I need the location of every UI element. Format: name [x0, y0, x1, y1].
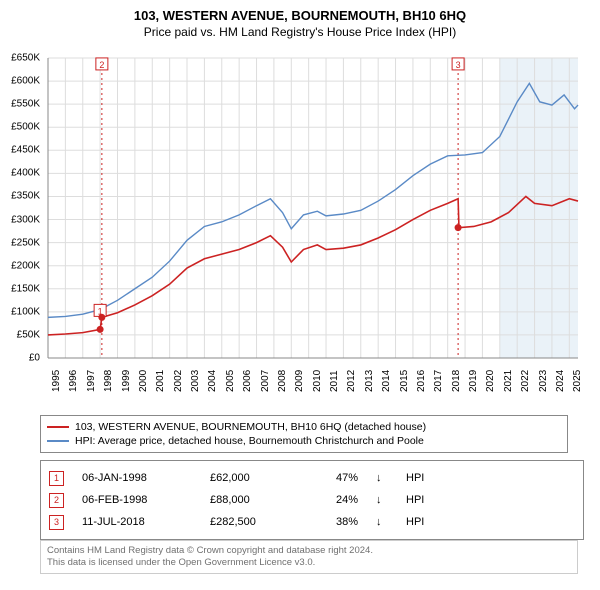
y-tick-label: £0 — [0, 353, 40, 364]
x-tick-label: 2005 — [225, 370, 236, 392]
x-tick-label: 1997 — [86, 370, 97, 392]
y-tick-label: £250K — [0, 237, 40, 248]
y-tick-label: £650K — [0, 53, 40, 64]
x-tick-label: 2010 — [312, 370, 323, 392]
event-row: 1 06-JAN-1998 £62,000 47% ↓ HPI — [49, 467, 575, 489]
down-arrow-icon: ↓ — [376, 494, 388, 506]
chart-svg: 123 — [0, 48, 600, 408]
event-pct: 47% — [318, 472, 358, 484]
y-tick-label: £500K — [0, 122, 40, 133]
legend-swatch — [47, 426, 69, 428]
x-tick-label: 2001 — [155, 370, 166, 392]
legend-row: 103, WESTERN AVENUE, BOURNEMOUTH, BH10 6… — [47, 420, 561, 434]
event-pct: 38% — [318, 516, 358, 528]
chart-area: 123 £0£50K£100K£150K£200K£250K£300K£350K… — [0, 48, 600, 408]
legend-swatch — [47, 440, 69, 442]
x-tick-label: 2025 — [572, 370, 583, 392]
svg-text:2: 2 — [99, 60, 104, 70]
event-hpi-label: HPI — [406, 472, 424, 484]
event-marker: 1 — [49, 471, 64, 486]
y-tick-label: £100K — [0, 306, 40, 317]
credits: Contains HM Land Registry data © Crown c… — [40, 540, 578, 574]
x-tick-label: 2013 — [364, 370, 375, 392]
x-tick-label: 1999 — [121, 370, 132, 392]
x-tick-label: 2016 — [416, 370, 427, 392]
event-marker: 2 — [49, 493, 64, 508]
y-tick-label: £600K — [0, 76, 40, 87]
legend: 103, WESTERN AVENUE, BOURNEMOUTH, BH10 6… — [40, 415, 568, 453]
credits-line: This data is licensed under the Open Gov… — [47, 557, 571, 569]
x-tick-label: 2020 — [485, 370, 496, 392]
x-tick-label: 2009 — [294, 370, 305, 392]
event-pct: 24% — [318, 494, 358, 506]
y-tick-label: £200K — [0, 260, 40, 271]
event-price: £62,000 — [210, 472, 300, 484]
y-tick-label: £50K — [0, 329, 40, 340]
x-tick-label: 2011 — [329, 370, 340, 392]
event-date: 06-FEB-1998 — [82, 494, 192, 506]
chart-subtitle: Price paid vs. HM Land Registry's House … — [0, 23, 600, 43]
x-tick-label: 1998 — [103, 370, 114, 392]
x-tick-label: 2014 — [381, 370, 392, 392]
svg-text:3: 3 — [456, 60, 461, 70]
credits-line: Contains HM Land Registry data © Crown c… — [47, 545, 571, 557]
event-price: £282,500 — [210, 516, 300, 528]
y-tick-label: £350K — [0, 191, 40, 202]
x-tick-label: 2017 — [433, 370, 444, 392]
y-tick-label: £150K — [0, 283, 40, 294]
x-tick-label: 2008 — [277, 370, 288, 392]
y-tick-label: £400K — [0, 168, 40, 179]
legend-row: HPI: Average price, detached house, Bour… — [47, 434, 561, 448]
x-tick-label: 1995 — [51, 370, 62, 392]
x-tick-label: 2018 — [451, 370, 462, 392]
events-table: 1 06-JAN-1998 £62,000 47% ↓ HPI 2 06-FEB-1998 £8… — [40, 460, 584, 540]
x-tick-label: 2002 — [173, 370, 184, 392]
x-tick-label: 2000 — [138, 370, 149, 392]
y-tick-label: £450K — [0, 145, 40, 156]
legend-label: HPI: Average price, detached house, Bour… — [75, 434, 424, 448]
x-tick-label: 2015 — [399, 370, 410, 392]
event-row: 2 06-FEB-1998 £88,000 24% ↓ HPI — [49, 489, 575, 511]
event-price: £88,000 — [210, 494, 300, 506]
down-arrow-icon: ↓ — [376, 516, 388, 528]
x-tick-label: 2019 — [468, 370, 479, 392]
y-tick-label: £550K — [0, 99, 40, 110]
x-tick-label: 2012 — [346, 370, 357, 392]
x-tick-label: 2022 — [520, 370, 531, 392]
y-tick-label: £300K — [0, 214, 40, 225]
x-tick-label: 2007 — [260, 370, 271, 392]
legend-label: 103, WESTERN AVENUE, BOURNEMOUTH, BH10 6… — [75, 420, 426, 434]
x-tick-label: 2003 — [190, 370, 201, 392]
event-hpi-label: HPI — [406, 516, 424, 528]
event-row: 3 11-JUL-2018 £282,500 38% ↓ HPI — [49, 511, 575, 533]
event-marker: 3 — [49, 515, 64, 530]
down-arrow-icon: ↓ — [376, 472, 388, 484]
event-date: 06-JAN-1998 — [82, 472, 192, 484]
x-tick-label: 2006 — [242, 370, 253, 392]
chart-title: 103, WESTERN AVENUE, BOURNEMOUTH, BH10 6… — [0, 0, 600, 23]
x-tick-label: 2023 — [538, 370, 549, 392]
event-hpi-label: HPI — [406, 494, 424, 506]
x-tick-label: 1996 — [68, 370, 79, 392]
event-date: 11-JUL-2018 — [82, 516, 192, 528]
x-tick-label: 2021 — [503, 370, 514, 392]
x-tick-label: 2024 — [555, 370, 566, 392]
x-tick-label: 2004 — [207, 370, 218, 392]
